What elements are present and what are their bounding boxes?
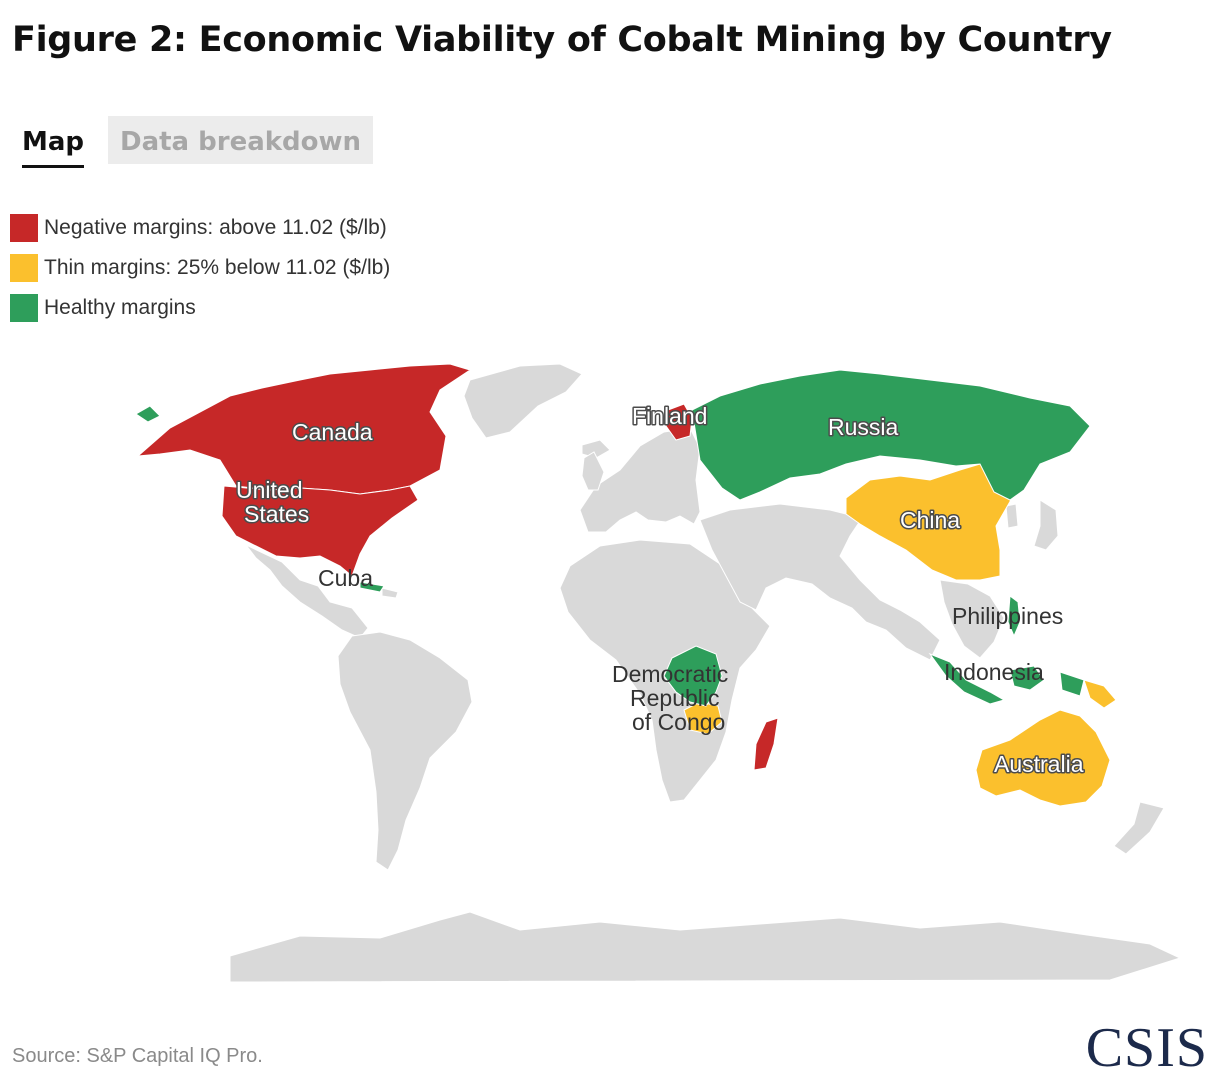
thin-margin-countries xyxy=(683,463,1117,807)
label-finland: Finland xyxy=(632,403,707,429)
map-labels: Canada United States Finland Russia Chin… xyxy=(235,402,1086,779)
active-tab-underline xyxy=(22,165,85,168)
label-philippines: Philippines xyxy=(952,603,1063,629)
country-canada[interactable] xyxy=(136,363,472,495)
southeast-asia xyxy=(939,579,1005,659)
japan xyxy=(1033,499,1059,551)
tab-map[interactable]: Map xyxy=(10,116,96,168)
tab-data-breakdown-label: Data breakdown xyxy=(120,127,362,157)
caribbean-islands xyxy=(381,587,399,599)
country-finland[interactable] xyxy=(665,403,693,441)
antarctica xyxy=(229,911,1182,983)
tab-map-label: Map xyxy=(22,127,85,157)
chart-title: Figure 2: Economic Viability of Cobalt M… xyxy=(12,20,1112,60)
alaska-islands[interactable] xyxy=(135,405,161,423)
label-drc-line1: Democratic xyxy=(612,661,728,687)
legend-swatch-thin xyxy=(10,254,38,282)
label-australia: Australia xyxy=(994,751,1084,777)
country-australia[interactable] xyxy=(975,709,1111,807)
label-cuba: Cuba xyxy=(318,565,373,591)
world-map: Canada United States Finland Russia Chin… xyxy=(0,340,1220,990)
legend-swatch-healthy xyxy=(10,294,38,322)
uk-ireland xyxy=(581,451,605,491)
country-madagascar[interactable] xyxy=(753,717,779,771)
label-drc-line3: of Congo xyxy=(632,709,725,735)
country-united-states[interactable] xyxy=(221,485,419,577)
label-canada: Canada xyxy=(292,419,373,445)
legend-swatch-negative xyxy=(10,214,38,242)
country-philippines[interactable] xyxy=(1007,595,1021,638)
korea xyxy=(1005,503,1019,529)
legend-label-thin: Thin margins: 25% below 11.02 ($/lb) xyxy=(44,256,391,279)
label-russia: Russia xyxy=(828,414,899,440)
negative-margin-countries xyxy=(136,363,779,771)
africa xyxy=(559,539,771,803)
country-papua-new-guinea[interactable] xyxy=(1083,679,1117,709)
label-drc-line2: Republic xyxy=(630,685,720,711)
country-drc[interactable] xyxy=(663,645,723,707)
csis-logo: CSIS xyxy=(1085,1017,1208,1079)
label-china: China xyxy=(900,507,960,533)
source-note: Source: S&P Capital IQ Pro. xyxy=(12,1045,263,1067)
base-land xyxy=(229,363,1182,983)
world-map-svg: Canada United States Finland Russia Chin… xyxy=(135,363,1182,983)
south-america xyxy=(337,631,473,871)
label-united-states-line1: United xyxy=(236,477,302,503)
healthy-margin-countries xyxy=(135,369,1091,707)
new-zealand xyxy=(1113,801,1165,855)
tab-data-breakdown[interactable]: Data breakdown xyxy=(108,116,374,164)
country-indonesia[interactable] xyxy=(928,652,1085,705)
europe xyxy=(579,427,701,533)
country-cuba[interactable] xyxy=(359,581,385,593)
country-russia[interactable] xyxy=(691,369,1091,501)
greenland xyxy=(463,363,583,439)
legend-label-negative: Negative margins: above 11.02 ($/lb) xyxy=(44,216,387,239)
country-china[interactable] xyxy=(845,463,1013,581)
label-indonesia: Indonesia xyxy=(944,659,1044,685)
legend-label-healthy: Healthy margins xyxy=(44,296,196,319)
label-united-states-line2: States xyxy=(244,501,309,527)
iceland xyxy=(581,439,611,459)
